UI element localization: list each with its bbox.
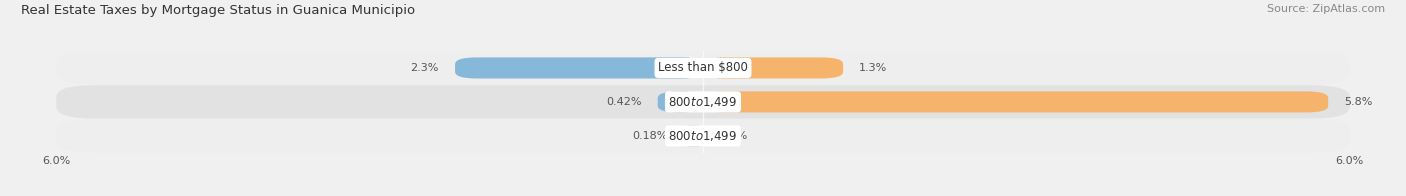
FancyBboxPatch shape <box>456 57 703 78</box>
Text: 5.8%: 5.8% <box>1344 97 1372 107</box>
Text: 0.18%: 0.18% <box>633 131 668 141</box>
FancyBboxPatch shape <box>56 119 1350 152</box>
Text: 1.3%: 1.3% <box>859 63 887 73</box>
Text: 0.42%: 0.42% <box>606 97 641 107</box>
Text: 2.3%: 2.3% <box>411 63 439 73</box>
Text: $800 to $1,499: $800 to $1,499 <box>668 129 738 143</box>
FancyBboxPatch shape <box>703 91 1329 113</box>
FancyBboxPatch shape <box>658 91 703 113</box>
Text: $800 to $1,499: $800 to $1,499 <box>668 95 738 109</box>
Text: Real Estate Taxes by Mortgage Status in Guanica Municipio: Real Estate Taxes by Mortgage Status in … <box>21 4 415 17</box>
FancyBboxPatch shape <box>56 51 1350 85</box>
Text: Less than $800: Less than $800 <box>658 62 748 74</box>
Text: 0.0%: 0.0% <box>720 131 748 141</box>
FancyBboxPatch shape <box>56 85 1350 119</box>
FancyBboxPatch shape <box>703 57 844 78</box>
Text: Source: ZipAtlas.com: Source: ZipAtlas.com <box>1267 4 1385 14</box>
FancyBboxPatch shape <box>682 125 706 146</box>
